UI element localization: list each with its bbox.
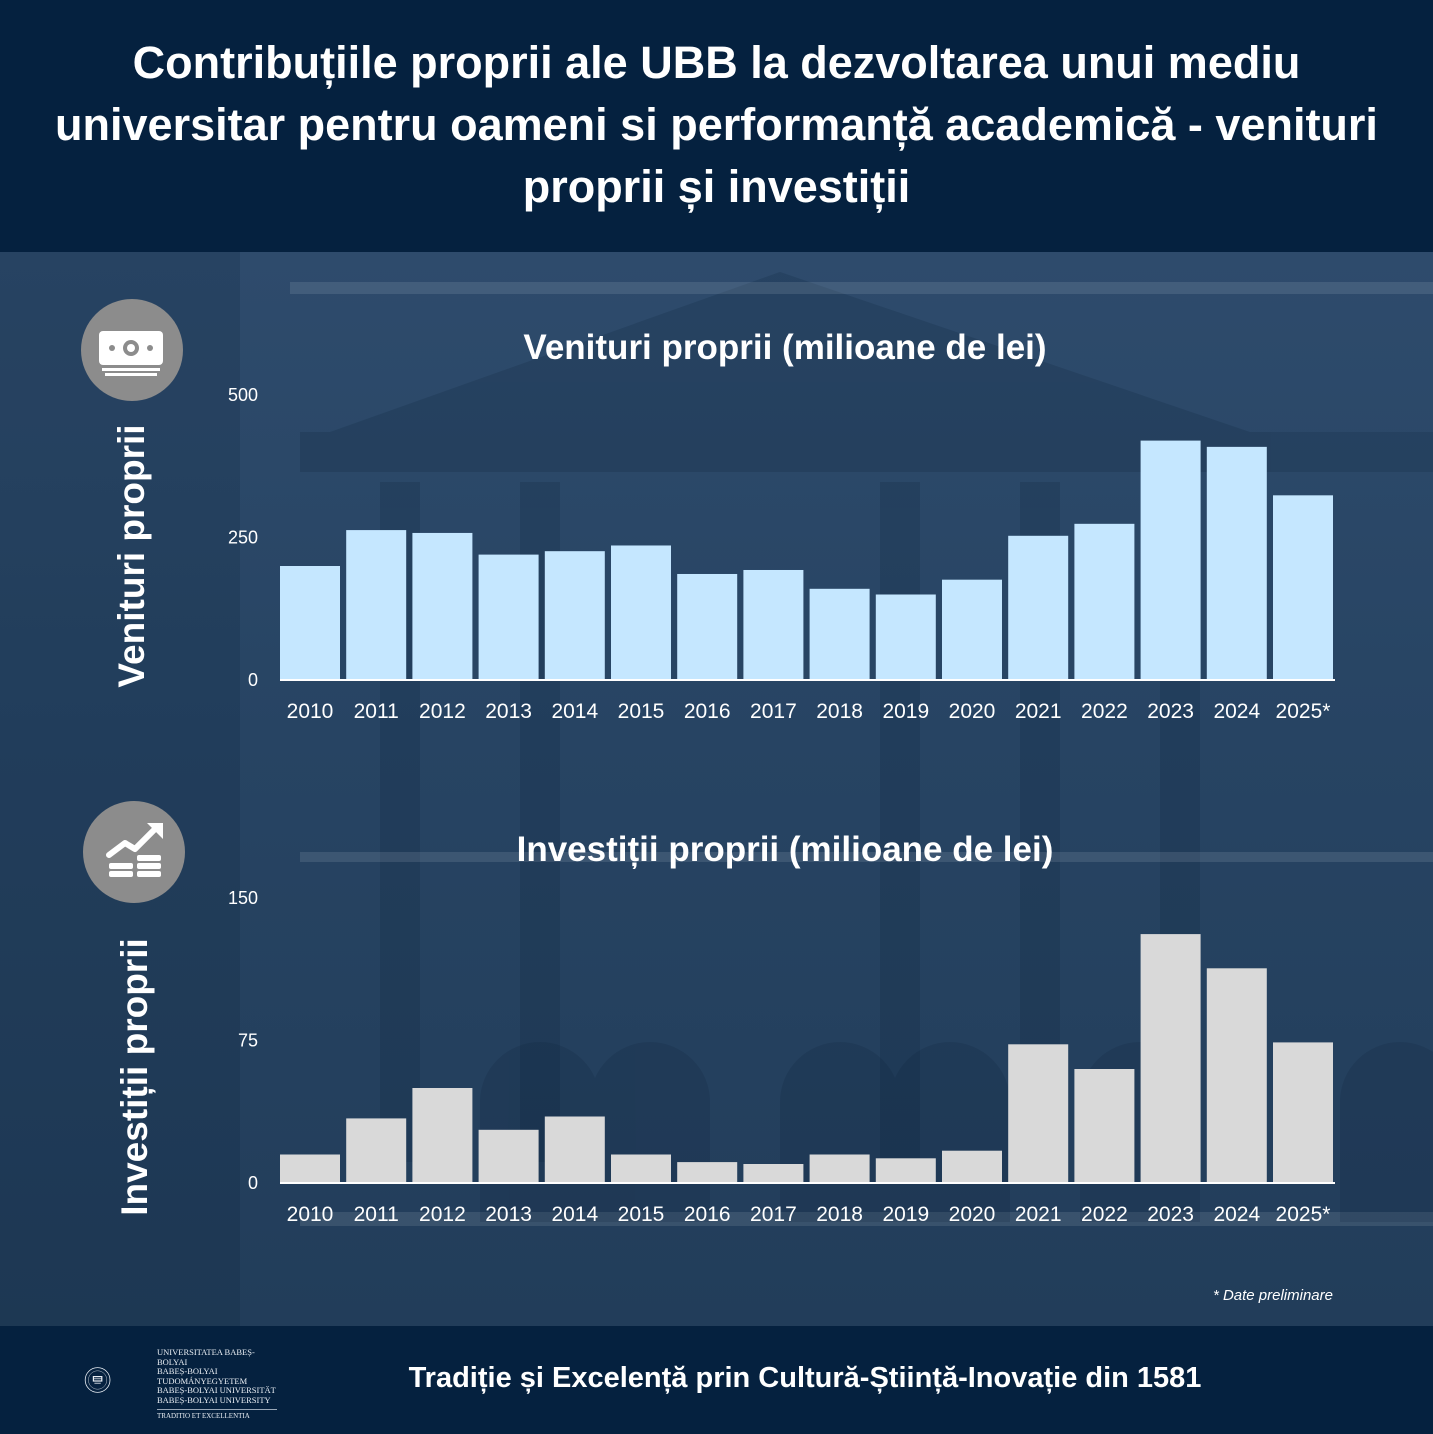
footer-tagline: Tradiție și Excelență prin Cultură-Știin…: [408, 1362, 1202, 1394]
bar-2024: [1206, 446, 1267, 680]
bar-2024: [1206, 968, 1267, 1183]
bar-2011: [346, 1118, 407, 1183]
x-tick-label: 2019: [882, 1203, 929, 1226]
bar-2020: [942, 579, 1002, 680]
x-tick-label: 2014: [551, 1203, 598, 1226]
bar-2014: [544, 551, 605, 680]
bar-2021: [1008, 1044, 1069, 1183]
logo-line: BABEȘ-BOLYAI TUDOMÁNYEGYETEM: [157, 1366, 248, 1386]
logo-wordmark: UNIVERSITATEA BABEȘ-BOLYAI BABEȘ-BOLYAI …: [157, 1347, 277, 1422]
y-tick-label: 0: [248, 1173, 258, 1193]
footer: Tradiție și Excelență prin Cultură-Știin…: [0, 1326, 1433, 1434]
x-tick-label: 2023: [1147, 1203, 1194, 1226]
revenue-bar-chart: 0 250 500 2010 2011 2012 2013 2014 2015 2016 2017 2…: [228, 385, 1335, 723]
bar-2022: [1074, 1069, 1135, 1183]
logo-motto: TRADITIO ET EXCELLENTIA: [157, 1409, 277, 1422]
bar-2025*: [1273, 495, 1333, 680]
x-tick-label: 2016: [684, 1203, 731, 1226]
bar-2018: [809, 588, 870, 680]
bar-2017: [743, 1164, 804, 1183]
x-tick-label: 2021: [1015, 1203, 1062, 1226]
x-tick-label: 2020: [949, 1203, 996, 1226]
bar-2020: [942, 1150, 1002, 1183]
bar-2010: [280, 566, 340, 680]
x-tick-label: 2021: [1015, 700, 1062, 723]
x-tick-label: 2012: [419, 700, 466, 723]
bar-2016: [677, 1162, 738, 1183]
bar-2023: [1140, 440, 1201, 680]
x-tick-label: 2013: [485, 700, 532, 723]
x-tick-label: 2015: [618, 1203, 665, 1226]
x-tick-label: 2025*: [1276, 700, 1331, 723]
bar-2017: [743, 569, 804, 680]
bar-2013: [478, 1129, 539, 1183]
bar-2025*: [1273, 1042, 1333, 1183]
x-tick-label: 2022: [1081, 1203, 1128, 1226]
bar-2019: [875, 594, 936, 680]
bar-2018: [809, 1154, 870, 1183]
preliminary-data-note: * Date preliminare: [1212, 1287, 1333, 1304]
x-tick-label: 2010: [287, 1203, 334, 1226]
header: Contribuțiile proprii ale UBB la dezvolt…: [0, 0, 1433, 252]
x-tick-label: 2018: [816, 700, 863, 723]
x-tick-label: 2013: [485, 1203, 532, 1226]
logo-line: UNIVERSITATEA BABEȘ-BOLYAI: [157, 1347, 255, 1367]
x-tick-label: 2011: [354, 700, 399, 723]
bar-2016: [677, 573, 738, 680]
x-tick-label: 2016: [684, 700, 731, 723]
y-tick-label: 150: [228, 888, 258, 908]
banknote-icon: [81, 299, 183, 401]
x-tick-label: 2010: [287, 700, 334, 723]
investment-chart-title: Investiții proprii (milioane de lei): [516, 830, 1054, 869]
bar-2015: [611, 1154, 671, 1183]
x-tick-label: 2017: [750, 700, 797, 723]
growth-coins-icon: [83, 801, 185, 903]
bar-2010: [280, 1154, 340, 1183]
bar-2021: [1008, 535, 1069, 680]
bar-2012: [412, 532, 473, 680]
bar-2014: [544, 1116, 605, 1183]
bar-2022: [1074, 523, 1135, 680]
university-seal-logo: [84, 1367, 111, 1393]
bar-2013: [478, 554, 539, 680]
bar-2015: [611, 545, 671, 680]
y-tick-label: 250: [228, 528, 258, 548]
bar-2011: [346, 530, 407, 680]
revenue-chart-title: Venituri proprii (milioane de lei): [523, 328, 1047, 367]
x-tick-label: 2012: [419, 1203, 466, 1226]
logo-line: BABEȘ-BOLYAI UNIVERSITÄT: [157, 1385, 276, 1395]
x-tick-label: 2015: [618, 700, 665, 723]
x-tick-label: 2025*: [1276, 1203, 1331, 1226]
x-tick-label: 2017: [750, 1203, 797, 1226]
y-tick-label: 75: [238, 1031, 258, 1051]
investment-bar-chart: 0 75 150 2010 2011 2012 2013 2014 2015 2016 2017 20…: [228, 888, 1335, 1226]
x-tick-label: 2020: [949, 700, 996, 723]
bar-2012: [412, 1088, 473, 1183]
bar-2019: [875, 1158, 936, 1183]
x-tick-label: 2014: [551, 700, 598, 723]
x-tick-label: 2023: [1147, 700, 1194, 723]
y-tick-label: 0: [248, 670, 258, 690]
x-tick-label: 2019: [882, 700, 929, 723]
logo-line: BABEȘ-BOLYAI UNIVERSITY: [157, 1394, 271, 1405]
bar-2023: [1140, 934, 1201, 1183]
x-tick-label: 2018: [816, 1203, 863, 1226]
y-tick-label: 500: [228, 385, 258, 405]
page-title: Contribuțiile proprii ale UBB la dezvolt…: [55, 37, 1378, 212]
x-tick-label: 2024: [1213, 700, 1260, 723]
x-tick-label: 2011: [354, 1203, 399, 1226]
x-tick-label: 2024: [1213, 1203, 1260, 1226]
x-tick-label: 2022: [1081, 700, 1128, 723]
